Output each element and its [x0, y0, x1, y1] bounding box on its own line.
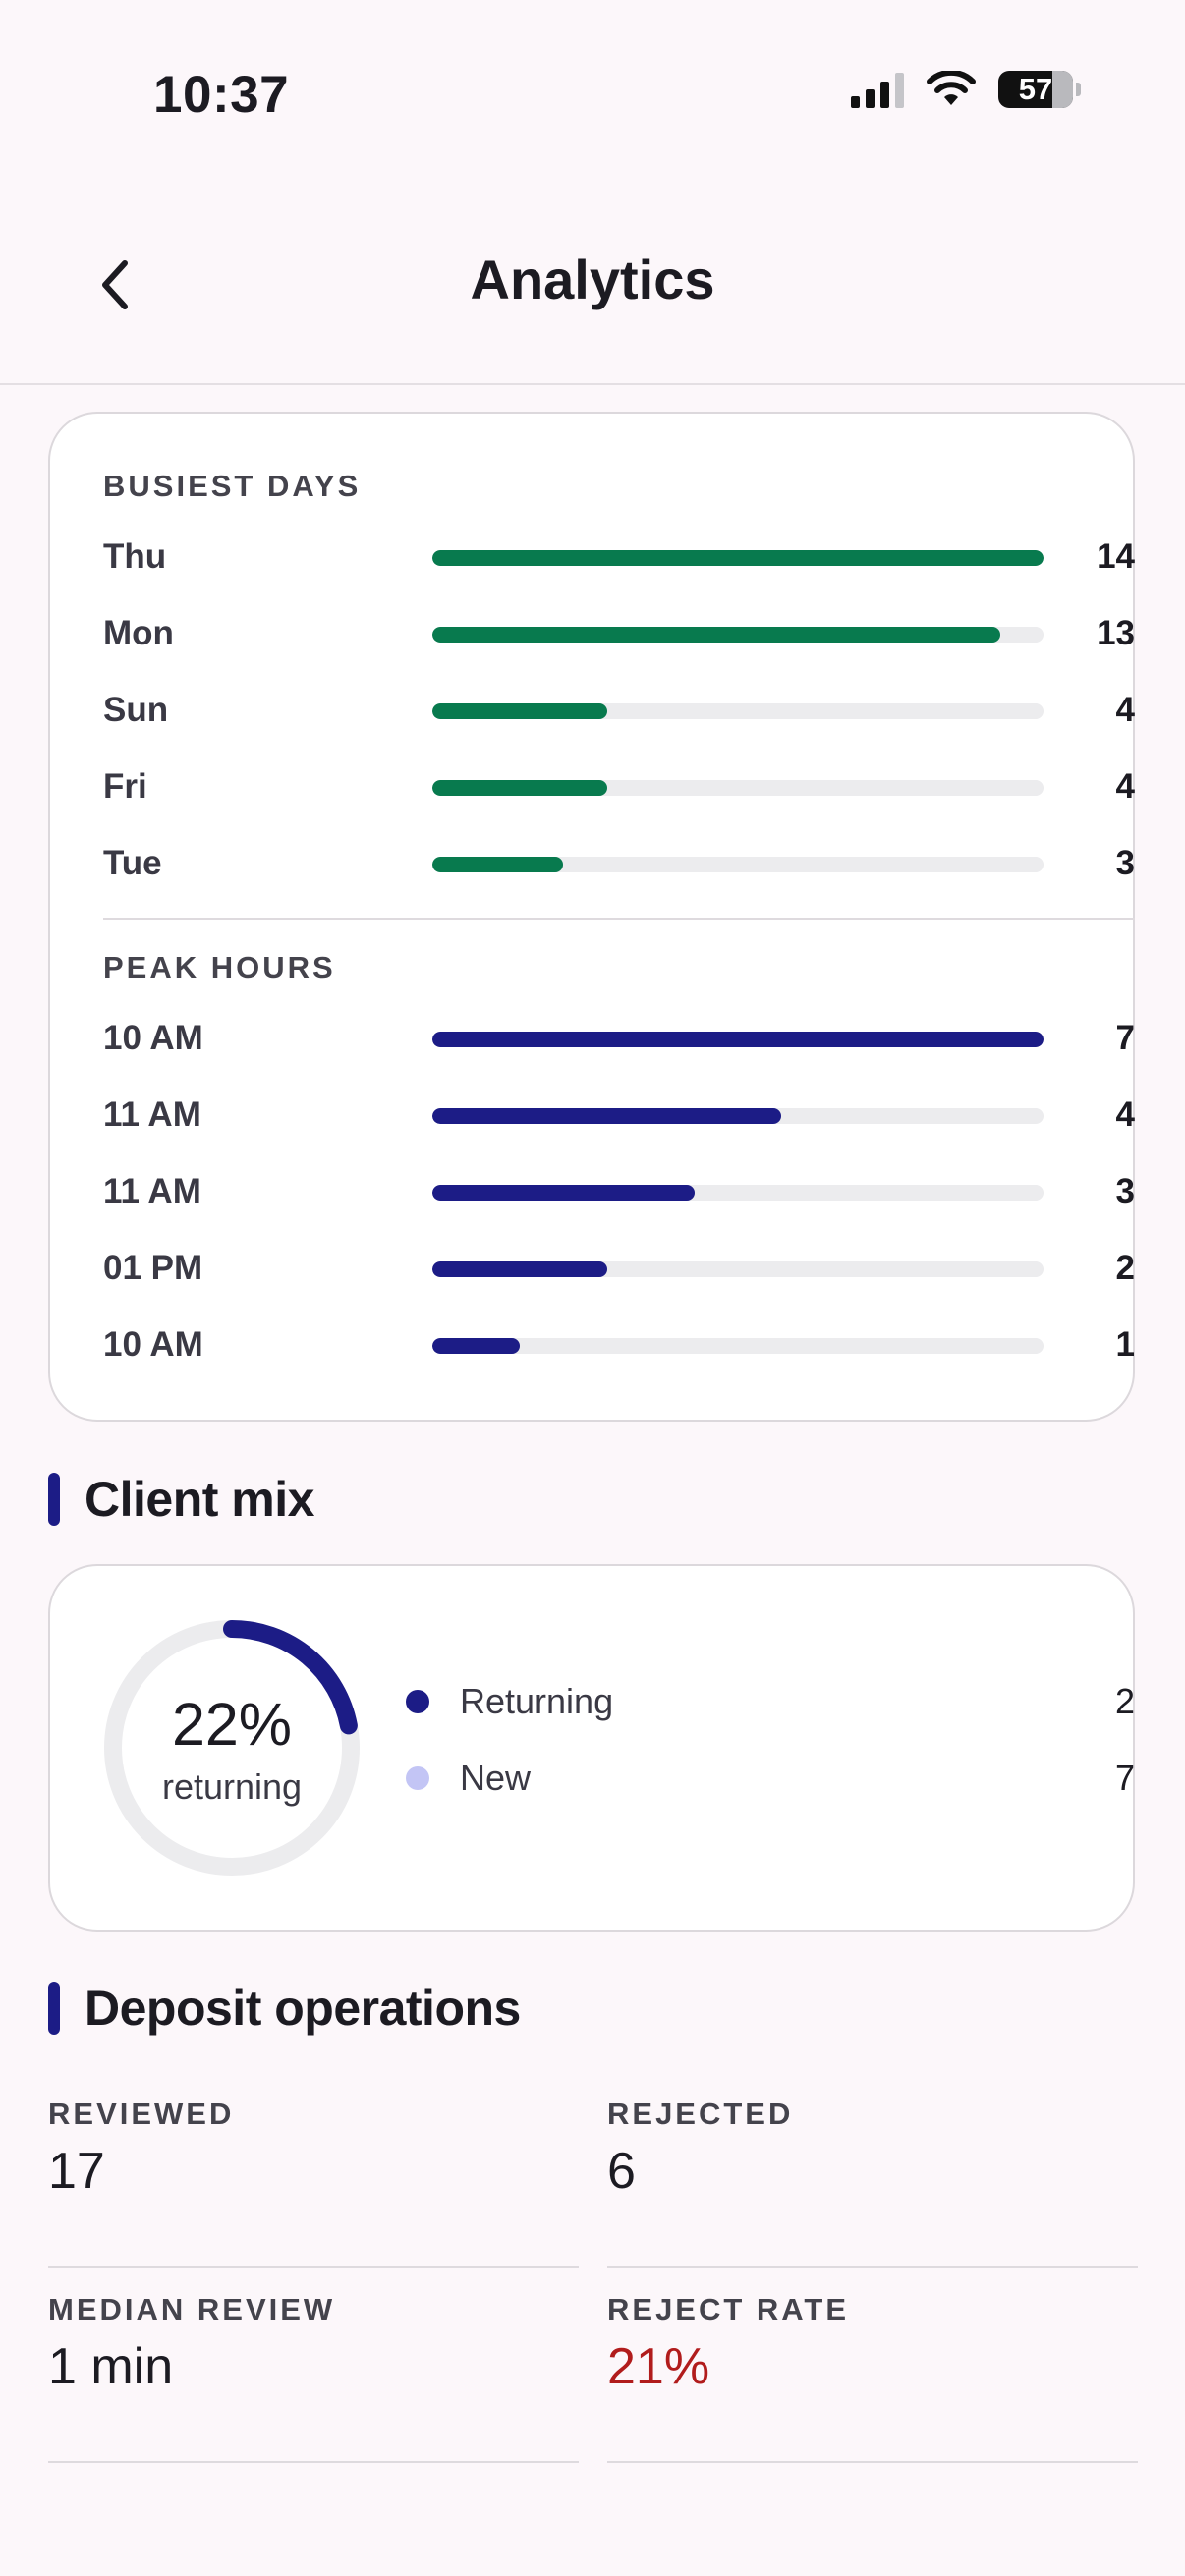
stat-label: REJECT RATE: [607, 2292, 850, 2326]
peak-hour-bar-track: [432, 1185, 1044, 1201]
busiest-day-bar-fill: [432, 627, 1000, 643]
peak-hour-label: 11 AM: [103, 1095, 201, 1134]
heading-accent: [48, 1473, 60, 1526]
peak-hour-value: 1: [1115, 1325, 1135, 1364]
legend-item-returning: Returning 2: [406, 1674, 1135, 1729]
stat-reviewed: REVIEWED 17: [48, 2097, 579, 2268]
client-mix-heading: Client mix: [48, 1471, 314, 1528]
client-mix-card: 22% returning Returning 2 New 7: [48, 1564, 1135, 1932]
stat-rejected: REJECTED 6: [607, 2097, 1138, 2268]
chevron-left-icon: [102, 260, 128, 309]
peak-hour-row: 10 AM 7: [103, 1011, 1135, 1066]
stat-label: REJECTED: [607, 2097, 794, 2131]
peak-hour-row: 01 PM 2: [103, 1241, 1135, 1296]
busiest-day-row: Mon 13: [103, 606, 1135, 661]
activity-card: BUSIEST DAYS Thu 14 Mon 13 Sun 4 Fri 4 Tue 3 PEAK…: [48, 412, 1135, 1422]
busiest-day-value: 4: [1115, 691, 1135, 729]
legend-item-new: New 7: [406, 1751, 1135, 1806]
peak-hour-label: 11 AM: [103, 1172, 201, 1210]
busiest-day-value: 3: [1115, 844, 1135, 882]
busiest-day-bar-track: [432, 627, 1044, 643]
peak-hour-bar-track: [432, 1108, 1044, 1124]
busiest-day-bar-track: [432, 857, 1044, 872]
battery-icon: 57: [998, 71, 1073, 108]
legend-label: Returning: [460, 1681, 614, 1721]
legend-value: 7: [1114, 1758, 1135, 1798]
peak-hour-value: 3: [1115, 1172, 1135, 1210]
legend-value: 2: [1114, 1681, 1135, 1721]
peak-hours-label: PEAK HOURS: [103, 950, 336, 984]
page-title: Analytics: [470, 249, 715, 310]
peak-hour-bar-fill: [432, 1185, 695, 1201]
busiest-day-row: Thu 14: [103, 530, 1135, 585]
busiest-day-bar-fill: [432, 550, 1044, 566]
peak-hour-value: 4: [1115, 1095, 1135, 1134]
busiest-day-bar-track: [432, 703, 1044, 719]
returning-percent: 22%: [171, 1691, 293, 1758]
client-mix-donut: [104, 1620, 360, 1876]
peak-hour-bar-fill: [432, 1261, 607, 1277]
peak-hour-bar-track: [432, 1261, 1044, 1277]
busiest-day-bar-track: [432, 780, 1044, 796]
busiest-day-bar-track: [432, 550, 1044, 566]
peak-hour-label: 10 AM: [103, 1019, 203, 1057]
heading-accent: [48, 1982, 60, 2035]
busiest-days-label: BUSIEST DAYS: [103, 469, 362, 503]
stat-value: 1 min: [48, 2338, 174, 2395]
status-bar: 10:37 57: [0, 0, 1185, 187]
stat-value: 17: [48, 2143, 105, 2200]
stat-reject-rate: REJECT RATE 21%: [607, 2292, 1138, 2463]
busiest-day-bar-fill: [432, 857, 564, 872]
peak-hour-bar-track: [432, 1032, 1044, 1047]
peak-hour-bar-fill: [432, 1338, 520, 1354]
peak-hour-row: 11 AM 3: [103, 1164, 1135, 1219]
busiest-day-bar-fill: [432, 703, 607, 719]
busiest-day-bar-fill: [432, 780, 607, 796]
peak-hour-label: 01 PM: [103, 1249, 203, 1287]
legend-label: New: [460, 1758, 532, 1798]
legend-dot-returning: [406, 1690, 429, 1713]
peak-hour-label: 10 AM: [103, 1325, 203, 1364]
busiest-day-value: 14: [1097, 537, 1135, 576]
divider: [103, 918, 1135, 920]
busiest-day-value: 13: [1097, 614, 1135, 652]
busiest-day-label: Thu: [103, 537, 167, 576]
busiest-day-label: Sun: [103, 691, 169, 729]
peak-hour-bar-fill: [432, 1032, 1044, 1047]
donut-returning-arc: [104, 1620, 360, 1876]
legend-dot-new: [406, 1766, 429, 1790]
peak-hour-bar-fill: [432, 1108, 782, 1124]
returning-caption: returning: [161, 1766, 303, 1807]
busiest-day-label: Tue: [103, 844, 162, 882]
battery-level: 57: [1018, 72, 1053, 106]
stat-label: REVIEWED: [48, 2097, 235, 2131]
peak-hour-row: 10 AM 1: [103, 1317, 1135, 1372]
cellular-signal-icon: [851, 71, 904, 108]
wifi-icon: [927, 71, 976, 105]
busiest-day-value: 4: [1115, 767, 1135, 806]
peak-hour-value: 7: [1115, 1019, 1135, 1057]
peak-hour-bar-track: [432, 1338, 1044, 1354]
stat-value: 6: [607, 2143, 636, 2200]
peak-hour-value: 2: [1115, 1249, 1135, 1287]
busiest-day-label: Mon: [103, 614, 174, 652]
status-time: 10:37: [153, 66, 290, 124]
stat-median-review: MEDIAN REVIEW 1 min: [48, 2292, 579, 2463]
busiest-day-row: Sun 4: [103, 683, 1135, 738]
status-icons: 57: [851, 71, 1081, 108]
busiest-day-row: Fri 4: [103, 759, 1135, 814]
stat-value: 21%: [607, 2338, 710, 2395]
nav-header: Analytics: [0, 196, 1185, 385]
busiest-day-label: Fri: [103, 767, 147, 806]
deposit-operations-title: Deposit operations: [85, 1981, 521, 2036]
client-mix-title: Client mix: [85, 1472, 314, 1527]
back-button[interactable]: [81, 251, 149, 319]
deposit-operations-heading: Deposit operations: [48, 1980, 521, 2037]
peak-hour-row: 11 AM 4: [103, 1088, 1135, 1143]
busiest-day-row: Tue 3: [103, 836, 1135, 891]
stat-label: MEDIAN REVIEW: [48, 2292, 336, 2326]
